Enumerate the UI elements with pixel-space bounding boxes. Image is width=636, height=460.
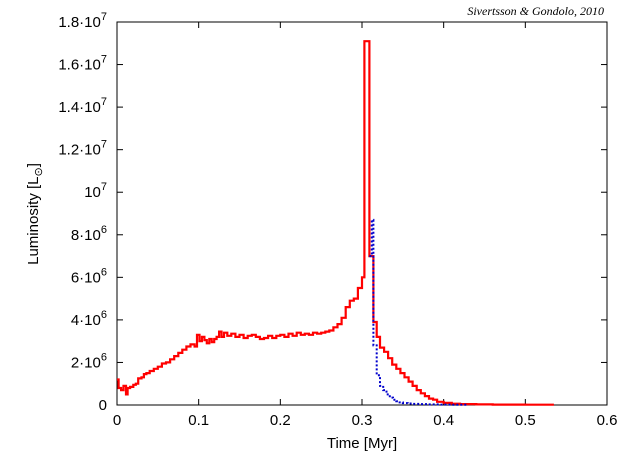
y-axis-label-main: Luminosity [L — [25, 177, 42, 265]
x-tick-label: 0.6 — [597, 412, 618, 429]
x-tick-label: 0.4 — [433, 412, 454, 429]
y-tick-label: 0 — [99, 397, 107, 414]
x-tick-label: 0.1 — [188, 412, 209, 429]
series-line-solid — [117, 40, 554, 406]
sun-symbol: ⊙ — [33, 167, 45, 176]
y-tick-label: 1.6·107 — [58, 54, 107, 74]
x-tick-label: 0.3 — [352, 412, 373, 429]
series-line-dotted — [369, 218, 470, 406]
y-axis-label-end: ] — [25, 163, 42, 167]
x-tick-label: 0.5 — [515, 412, 536, 429]
y-axis-label: Luminosity [L⊙] — [25, 163, 45, 265]
y-tick-label: 8·106 — [71, 224, 107, 244]
y-tick-label: 1.2·107 — [58, 139, 107, 159]
y-tick-label: 6·106 — [71, 266, 107, 286]
x-axis-ticks: 0 0.1 0.2 0.3 0.4 0.5 0.6 — [113, 22, 618, 429]
credit-annotation: Sivertsson & Gondolo, 2010 — [467, 4, 604, 18]
x-tick-label: 0.2 — [270, 412, 291, 429]
y-tick-label: 1.8·107 — [58, 11, 107, 31]
series-layer — [117, 40, 554, 406]
y-tick-label: 107 — [84, 181, 107, 201]
x-axis-label: Time [Myr] — [327, 435, 397, 452]
y-tick-label: 2·106 — [71, 351, 107, 371]
y-tick-label: 1.4·107 — [58, 96, 107, 116]
x-tick-label: 0 — [113, 412, 121, 429]
y-tick-label: 4·106 — [71, 309, 107, 329]
y-axis-ticks: 0 2·106 4·106 6·106 8·106 107 1.2·107 1.4·107 1.… — [58, 11, 607, 414]
